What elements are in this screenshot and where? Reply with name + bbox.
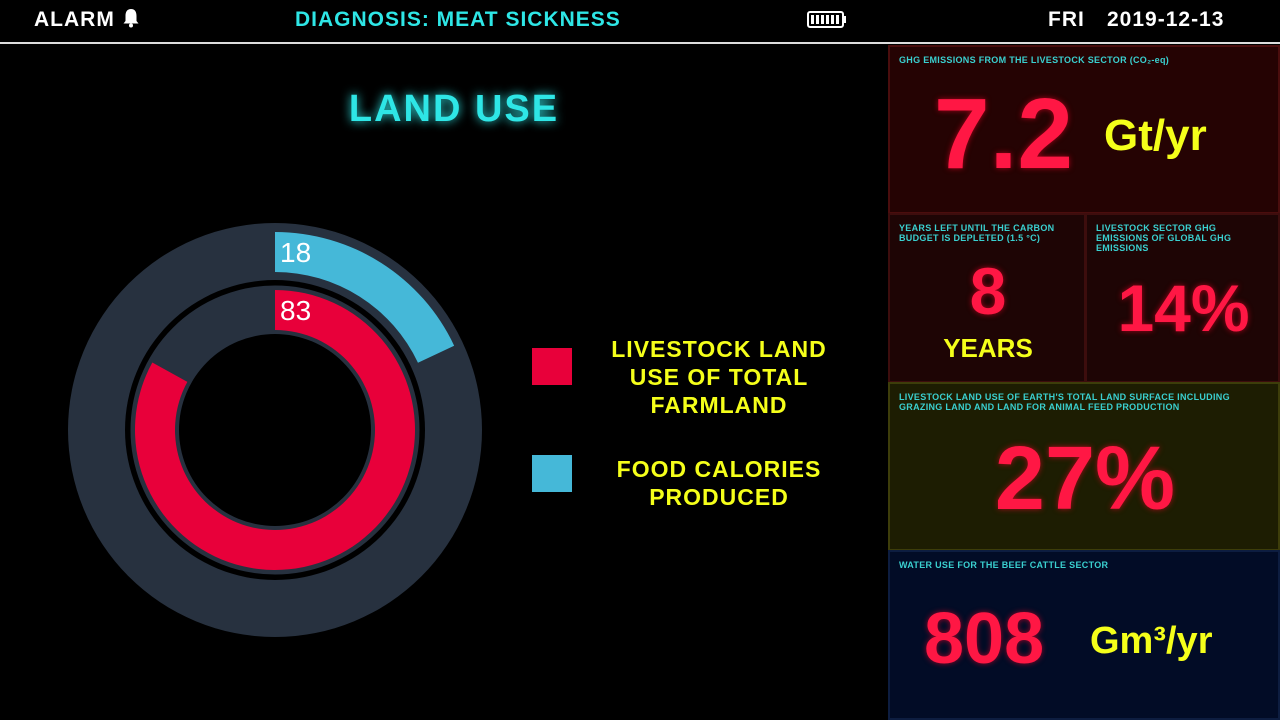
header-rule [0, 42, 1280, 44]
bell-icon [123, 9, 139, 28]
battery-icon [807, 11, 846, 28]
stat-panel: GHG EMISSIONS FROM THE LIVESTOCK SECTOR … [888, 45, 1280, 214]
legend-label: FOOD CALORIES PRODUCED [616, 456, 822, 510]
stat-panel: YEARS LEFT UNTIL THE CARBON BUDGET IS DE… [888, 213, 1086, 383]
date: 2019-12-13 [1107, 8, 1225, 31]
stat-panel: LIVESTOCK LAND USE OF EARTH'S TOTAL LAND… [888, 382, 1280, 551]
panel-value: 8 [969, 254, 1007, 328]
stat-panel: WATER USE FOR THE BEEF CATTLE SECTOR 808… [888, 550, 1280, 720]
panel-caption: YEARS LEFT UNTIL THE CARBON BUDGET IS DE… [899, 223, 1055, 243]
panel-value: 808 [924, 599, 1045, 679]
center-hole [179, 334, 371, 526]
legend-label: LIVESTOCK LAND USE OF TOTAL FARMLAND [611, 336, 827, 418]
panel-value: 27% [994, 429, 1176, 529]
legend-swatch [532, 455, 572, 492]
chart-title: LAND USE [348, 88, 560, 130]
panel-caption: LIVESTOCK SECTOR GHG EMISSIONS OF GLOBAL… [1096, 223, 1232, 253]
alarm-label: ALARM [34, 8, 115, 31]
panel-unit: Gt/yr [1104, 111, 1207, 160]
panel-caption: LIVESTOCK LAND USE OF EARTH'S TOTAL LAND… [899, 392, 1230, 412]
legend-swatch [532, 348, 572, 385]
radial-chart: 83 18 [68, 223, 482, 637]
data-label: 18 [280, 237, 311, 268]
panel-value: 7.2 [934, 78, 1074, 190]
panel-unit: YEARS [943, 333, 1033, 363]
diagnosis: DIAGNOSIS: MEAT SICKNESS [295, 8, 621, 31]
data-label: 83 [280, 295, 311, 326]
legend: LIVESTOCK LAND USE OF TOTAL FARMLAND FOOD… [532, 335, 852, 535]
alarm[interactable]: ALARM [34, 8, 140, 32]
legend-item: FOOD CALORIES PRODUCED [532, 455, 852, 535]
legend-item: LIVESTOCK LAND USE OF TOTAL FARMLAND [532, 335, 852, 455]
radial-bar [275, 232, 455, 363]
day: FRI [1048, 8, 1085, 31]
panel-value: 14% [1117, 271, 1250, 345]
stat-panel: LIVESTOCK SECTOR GHG EMISSIONS OF GLOBAL… [1085, 213, 1280, 383]
panel-unit: Gm³/yr [1090, 620, 1213, 662]
panel-caption: GHG EMISSIONS FROM THE LIVESTOCK SECTOR … [899, 55, 1170, 65]
panel-caption: WATER USE FOR THE BEEF CATTLE SECTOR [899, 560, 1109, 570]
